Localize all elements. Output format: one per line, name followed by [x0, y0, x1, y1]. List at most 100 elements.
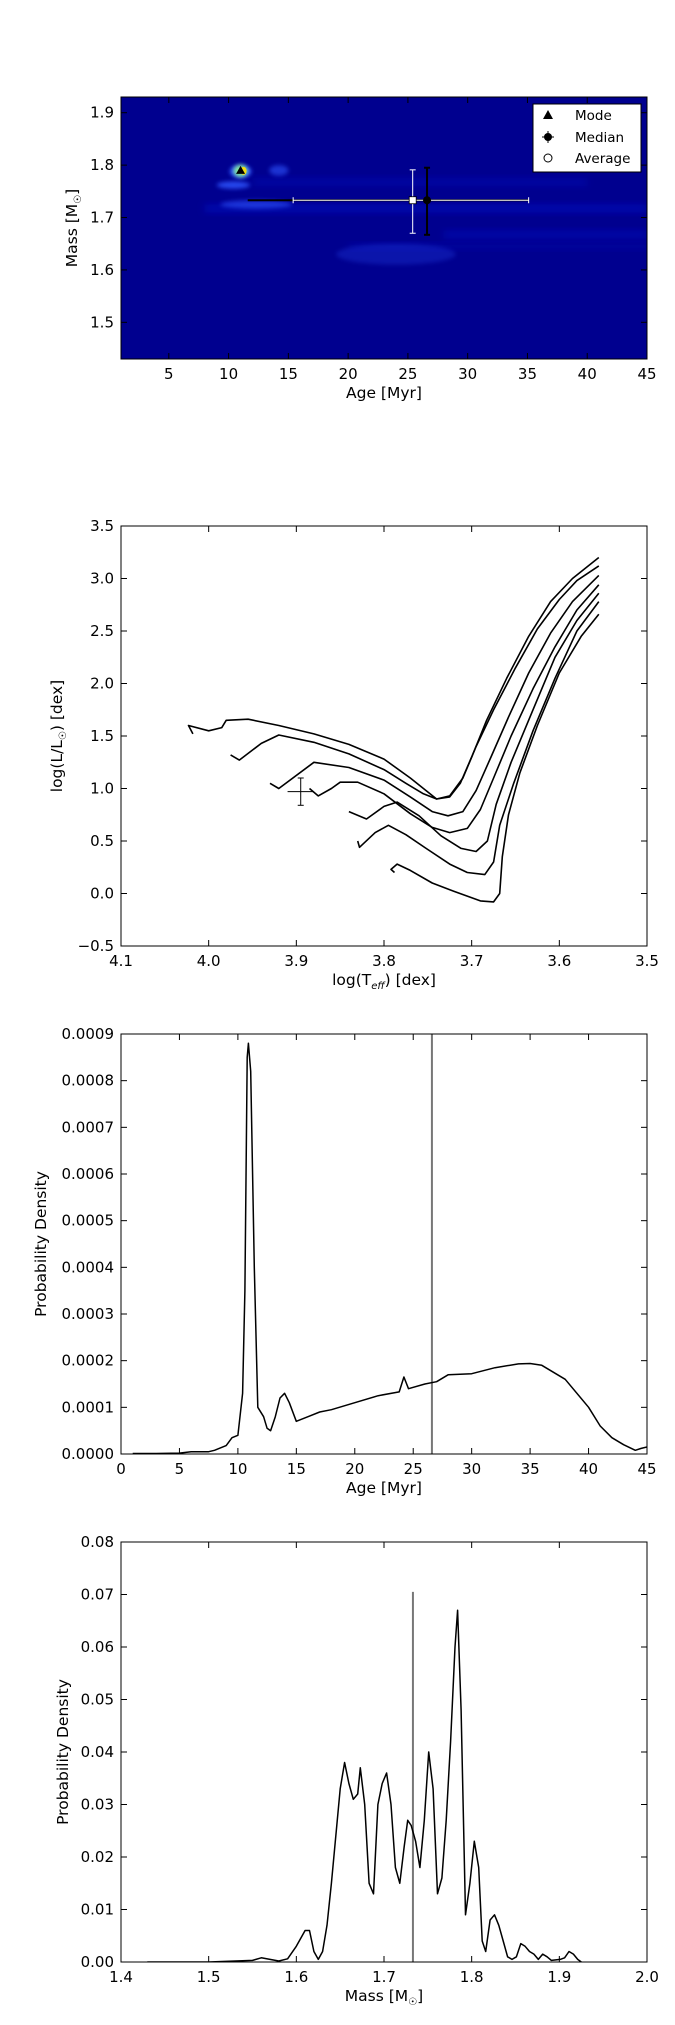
y-tick-label: 0.0009: [62, 1025, 115, 1043]
median-marker: [423, 196, 432, 205]
y-tick-label: 0.0002: [62, 1352, 115, 1370]
hr-ylabel: log(L/L☉) [dex]: [48, 680, 69, 792]
x-tick-label: 4.0: [197, 952, 221, 970]
isochrone-line: [230, 565, 600, 800]
isochrone-line: [187, 556, 600, 800]
x-tick-label: 25: [398, 365, 417, 383]
y-tick-label: 0.0005: [62, 1212, 115, 1230]
y-tick-label: 1.7: [90, 209, 114, 227]
isochrone-line: [308, 584, 600, 834]
x-tick-label: 1.5: [197, 1968, 221, 1986]
x-tick-label: 25: [404, 1460, 423, 1478]
legend: Mode Median Average: [532, 103, 642, 173]
isochrone-line: [348, 592, 600, 853]
heatmap-blob: [220, 200, 292, 209]
heatmap-xlabel: Age [Myr]: [346, 384, 422, 402]
legend-average-label: Average: [575, 151, 630, 167]
y-tick-label: 0.03: [81, 1796, 114, 1814]
y-tick-label: 0.04: [81, 1743, 114, 1761]
mode-marker: [236, 165, 246, 174]
y-tick-label: 0.0007: [62, 1118, 115, 1136]
y-tick-label: 0.0008: [62, 1072, 115, 1090]
x-tick-label: 5: [164, 365, 174, 383]
y-tick-label: 1.5: [90, 313, 114, 331]
mass-pdf-xlabel: Mass [M☉]: [345, 1987, 423, 2008]
x-tick-label: 45: [637, 365, 656, 383]
x-tick-label: 2.0: [635, 1968, 659, 1986]
y-tick-label: 0.0004: [62, 1258, 115, 1276]
y-tick-label: 3.5: [90, 517, 114, 535]
x-tick-label: 40: [578, 365, 597, 383]
x-tick-label: 1.7: [372, 1968, 396, 1986]
hr-diagram-panel: 4.1 4.0 3.9 3.8 3.7 3.6 3.5 −0.5 0.0 0.5 1.0 1.5 2.0…: [48, 517, 659, 992]
age-pdf-frame: [120, 1033, 648, 1455]
mass-pdf-curve: [147, 1609, 582, 1962]
x-tick-label: 30: [462, 1460, 481, 1478]
isochrone-line: [390, 613, 600, 903]
age-pdf-ticks: 0 5 10 15 20 25 30 35 40 45 0.0000 0.0001 0.0002 0.00…: [62, 1025, 657, 1478]
x-tick-label: 5: [175, 1460, 185, 1478]
y-tick-label: 2.0: [90, 675, 114, 693]
x-tick-label: 3.9: [284, 952, 308, 970]
y-tick-label: 0.0006: [62, 1165, 115, 1183]
age-pdf-curve: [132, 1042, 647, 1454]
isochrone-lines: [187, 556, 600, 903]
heatmap-blob: [269, 165, 289, 176]
isochrone-line: [269, 574, 600, 817]
mass-pdf-panel: 1.4 1.5 1.6 1.7 1.8 1.9 2.0 0.00 0.01 0.02 0.03 0.0…: [54, 1533, 659, 2008]
x-tick-label: 1.9: [547, 1968, 571, 1986]
x-tick-label: 10: [219, 365, 238, 383]
x-tick-label: 3.8: [372, 952, 396, 970]
y-tick-label: 1.9: [90, 104, 114, 122]
y-tick-label: 0.0003: [62, 1305, 115, 1323]
x-tick-label: 15: [279, 365, 298, 383]
heatmap-band: [443, 230, 647, 239]
x-tick-label: 1.8: [460, 1968, 484, 1986]
y-tick-label: 1.5: [90, 727, 114, 745]
y-tick-label: 0.0001: [62, 1398, 115, 1416]
heatmap-panel: 5 10 15 20 25 30 35 40 45 1.5 1.6 1.7 1.8 1.9 Age [My…: [63, 96, 657, 402]
heatmap-blob: [216, 181, 251, 189]
y-tick-label: 1.8: [90, 156, 114, 174]
y-tick-label: −0.5: [78, 937, 114, 955]
heatmap-band: [348, 243, 647, 249]
y-tick-label: 0.07: [81, 1586, 114, 1604]
y-tick-label: 0.05: [81, 1691, 114, 1709]
x-tick-label: 4.1: [109, 952, 133, 970]
isochrone-line: [356, 601, 600, 876]
x-tick-label: 40: [579, 1460, 598, 1478]
y-tick-label: 0.01: [81, 1901, 114, 1919]
legend-median-label: Median: [575, 130, 624, 146]
x-tick-label: 3.7: [460, 952, 484, 970]
x-tick-label: 20: [339, 365, 358, 383]
heatmap-ylabel: Mass [M☉]: [63, 189, 84, 267]
legend-mode-label: Mode: [575, 108, 612, 124]
x-tick-label: 20: [345, 1460, 364, 1478]
y-tick-label: 1.0: [90, 780, 114, 798]
y-tick-label: 0.0: [90, 885, 114, 903]
y-tick-label: 3.0: [90, 570, 114, 588]
heatmap-band: [204, 204, 647, 213]
mass-pdf-lines: [147, 1591, 582, 1962]
x-tick-label: 35: [521, 1460, 540, 1478]
heatmap-ticks: 5 10 15 20 25 30 35 40 45 1.5 1.6 1.7 1.8 1.9: [90, 97, 657, 383]
hr-ticks: 4.1 4.0 3.9 3.8 3.7 3.6 3.5 −0.5 0.0 0.5 1.0 1.5 2.0…: [78, 517, 659, 970]
x-tick-label: 1.6: [284, 1968, 308, 1986]
age-pdf-lines: [132, 1034, 647, 1454]
heatmap-markers: [233, 164, 530, 236]
age-pdf-xlabel: Age [Myr]: [346, 1479, 422, 1497]
y-tick-label: 0.5: [90, 832, 114, 850]
age-pdf-ylabel: Probability Density: [32, 1171, 50, 1317]
y-tick-label: 0.02: [81, 1848, 114, 1866]
x-tick-label: 0: [116, 1460, 126, 1478]
legend-median-marker: [544, 133, 552, 141]
legend-average-marker: [543, 153, 553, 163]
heatmap-band: [252, 178, 588, 187]
y-tick-label: 2.5: [90, 622, 114, 640]
legend-mode-marker: [543, 110, 553, 119]
y-tick-label: 0.00: [81, 1953, 114, 1971]
x-tick-label: 45: [637, 1460, 656, 1478]
mass-pdf-ylabel: Probability Density: [54, 1679, 72, 1825]
y-tick-label: 0.08: [81, 1533, 114, 1551]
